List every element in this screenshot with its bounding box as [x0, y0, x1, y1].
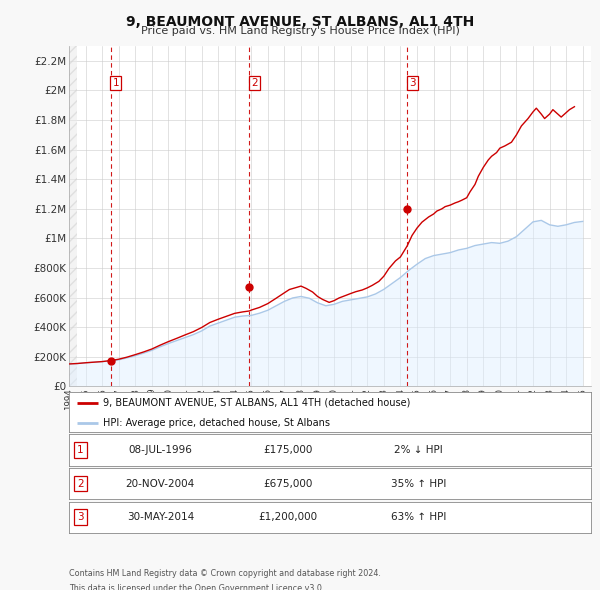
Text: 2: 2: [77, 478, 84, 489]
Text: 2% ↓ HPI: 2% ↓ HPI: [394, 445, 443, 455]
Text: This data is licensed under the Open Government Licence v3.0.: This data is licensed under the Open Gov…: [69, 584, 325, 590]
Text: 20-NOV-2004: 20-NOV-2004: [126, 478, 195, 489]
Text: £675,000: £675,000: [263, 478, 313, 489]
Text: 2: 2: [251, 78, 258, 88]
Text: 63% ↑ HPI: 63% ↑ HPI: [391, 512, 446, 522]
Text: 35% ↑ HPI: 35% ↑ HPI: [391, 478, 446, 489]
Text: HPI: Average price, detached house, St Albans: HPI: Average price, detached house, St A…: [103, 418, 330, 428]
Text: Price paid vs. HM Land Registry's House Price Index (HPI): Price paid vs. HM Land Registry's House …: [140, 26, 460, 36]
Text: 9, BEAUMONT AVENUE, ST ALBANS, AL1 4TH: 9, BEAUMONT AVENUE, ST ALBANS, AL1 4TH: [126, 15, 474, 29]
Text: 3: 3: [77, 512, 84, 522]
Text: 9, BEAUMONT AVENUE, ST ALBANS, AL1 4TH (detached house): 9, BEAUMONT AVENUE, ST ALBANS, AL1 4TH (…: [103, 398, 410, 408]
Text: £1,200,000: £1,200,000: [259, 512, 318, 522]
Text: £175,000: £175,000: [263, 445, 313, 455]
Text: Contains HM Land Registry data © Crown copyright and database right 2024.: Contains HM Land Registry data © Crown c…: [69, 569, 381, 578]
Text: 1: 1: [112, 78, 119, 88]
Text: 3: 3: [409, 78, 416, 88]
Text: 30-MAY-2014: 30-MAY-2014: [127, 512, 194, 522]
Text: 1: 1: [77, 445, 84, 455]
Text: 08-JUL-1996: 08-JUL-1996: [128, 445, 192, 455]
